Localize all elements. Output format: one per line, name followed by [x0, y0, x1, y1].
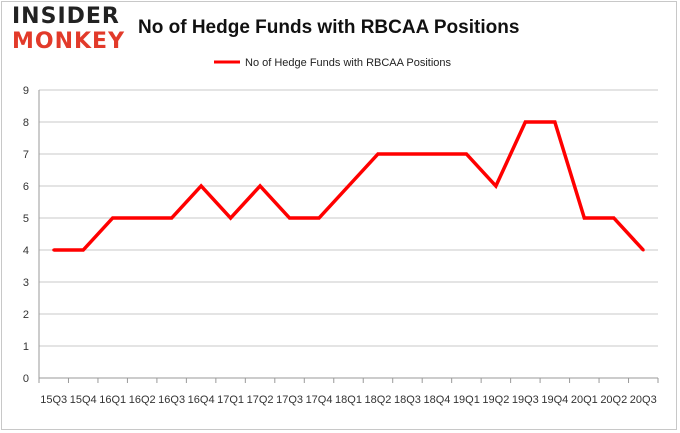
y-tick-label: 5	[23, 213, 29, 225]
data-point	[347, 184, 350, 188]
x-tick-label: 18Q1	[335, 394, 362, 406]
chart-title: No of Hedge Funds with RBCAA Positions	[138, 17, 520, 38]
y-tick-label: 8	[23, 117, 29, 129]
data-point	[199, 184, 203, 188]
data-point	[140, 216, 144, 220]
logo-line-1: INSIDER	[12, 4, 120, 29]
data-point	[258, 184, 262, 188]
x-tick-label: 18Q2	[365, 394, 392, 406]
x-tick-label: 19Q4	[541, 394, 568, 406]
logo-line-2: MONKEY	[12, 29, 126, 54]
x-tick-label: 17Q2	[247, 394, 274, 406]
x-tick-label: 16Q2	[129, 394, 156, 406]
data-point	[494, 184, 498, 188]
legend: No of Hedge Funds with RBCAA Positions	[214, 57, 452, 69]
data-point	[111, 216, 115, 220]
x-tick-label: 17Q3	[276, 394, 303, 406]
data-point	[464, 152, 468, 156]
x-tick-label: 15Q3	[40, 394, 67, 406]
y-tick-label: 2	[23, 309, 29, 321]
y-tick-label: 0	[23, 373, 29, 385]
data-point	[376, 152, 380, 156]
insider-monkey-logo: INSIDER MONKEY	[12, 6, 125, 53]
x-tick-labels: 15Q3 15Q4 16Q1 16Q2 16Q3 16Q4 17Q1 17Q2 17Q3 17Q4…	[40, 394, 656, 406]
x-tick-label: 16Q3	[158, 394, 185, 406]
y-tick-label: 6	[23, 181, 29, 193]
data-point	[52, 248, 56, 252]
y-tick-label: 1	[23, 341, 29, 353]
series-group	[52, 120, 645, 252]
data-point	[81, 248, 85, 252]
y-tick-label: 9	[23, 85, 29, 97]
x-tick-label: 18Q4	[423, 394, 450, 406]
data-point	[553, 120, 557, 124]
data-point	[435, 152, 439, 156]
x-tick-label: 16Q1	[99, 394, 126, 406]
legend-label: No of Hedge Funds with RBCAA Positions	[245, 57, 452, 69]
data-point	[523, 120, 527, 124]
data-point	[288, 216, 292, 220]
axes	[38, 90, 659, 383]
x-tick-label: 20Q2	[600, 394, 627, 406]
x-tick-label: 19Q1	[453, 394, 480, 406]
x-tick-label: 19Q2	[482, 394, 509, 406]
x-tick-label: 18Q3	[394, 394, 421, 406]
data-point	[229, 216, 233, 220]
data-point	[317, 216, 321, 220]
x-tick-label: 20Q1	[571, 394, 598, 406]
x-tick-label: 17Q1	[217, 394, 244, 406]
data-point	[582, 216, 586, 220]
y-tick-label: 7	[23, 149, 29, 161]
data-point	[612, 216, 616, 220]
x-tick-label: 19Q3	[512, 394, 539, 406]
x-tick-label: 15Q4	[70, 394, 97, 406]
x-tick-label: 16Q4	[188, 394, 215, 406]
x-tick-label: 20Q3	[630, 394, 657, 406]
y-tick-labels: 0 1 2 3 4 5 6 7 8 9	[23, 85, 29, 385]
x-tick-label: 17Q4	[306, 394, 333, 406]
y-tick-label: 3	[23, 277, 29, 289]
data-point	[641, 248, 645, 252]
y-tick-label: 4	[23, 245, 29, 257]
data-point	[405, 152, 409, 156]
data-point	[170, 216, 174, 220]
